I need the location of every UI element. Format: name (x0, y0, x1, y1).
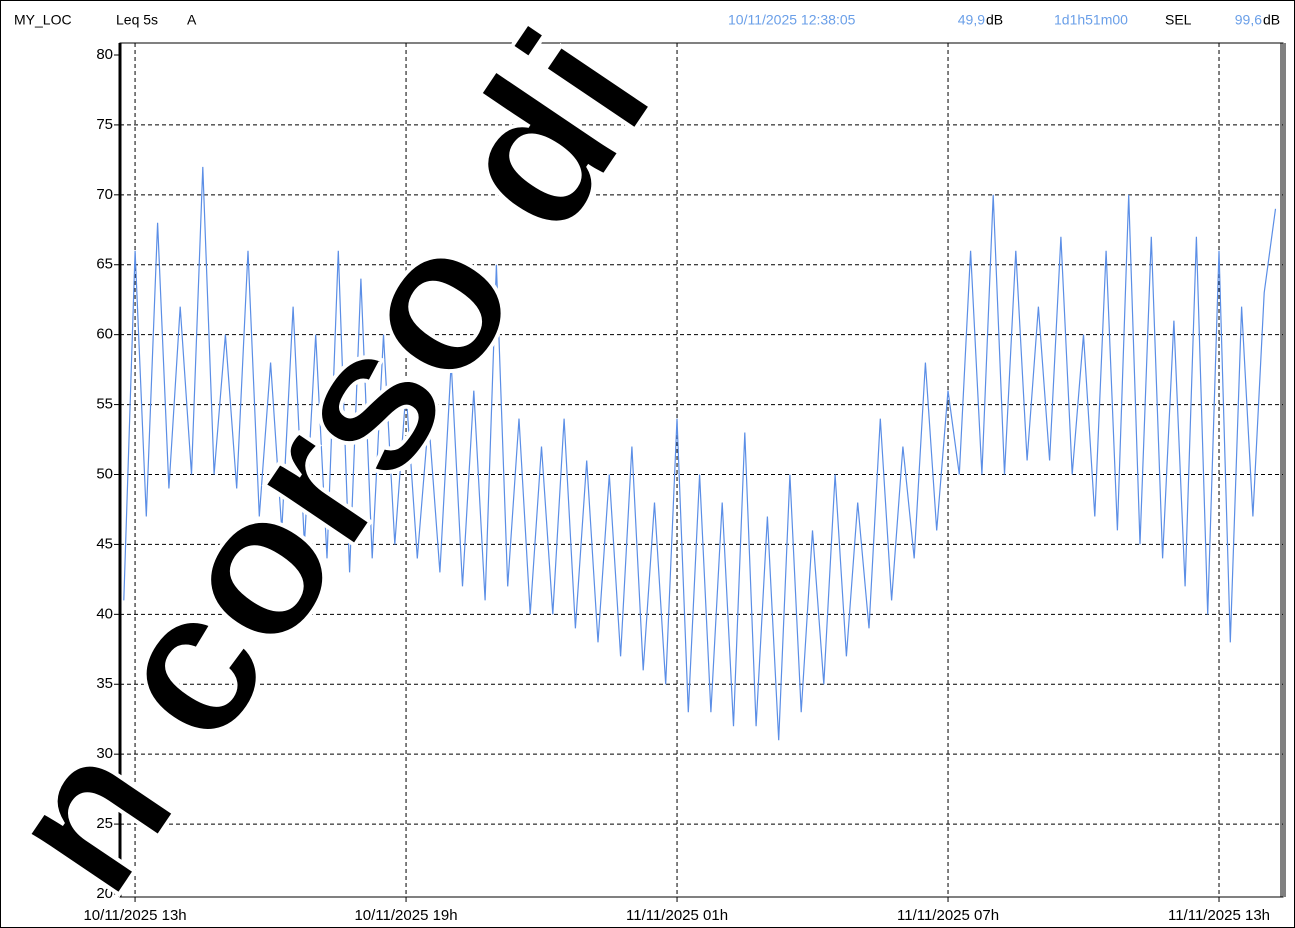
y-tick-label: 30 (96, 745, 113, 762)
series-line (123, 166, 1277, 741)
cursor-time: 10/11/2025 12:38:05 (728, 12, 856, 28)
y-tick-label: 50 (96, 465, 113, 482)
weighting: A (187, 12, 197, 28)
y-tick-label: 65 (96, 256, 113, 273)
sel-unit: dB (1263, 12, 1280, 28)
labels: 20 25 30 35 40 45 50 55 60 65 70 75 80 10/11/2025 13h… (83, 46, 1270, 924)
x-tick-label: 10/11/2025 19h (354, 907, 457, 924)
grid (120, 43, 1283, 897)
y-tick-label: 80 (96, 46, 113, 63)
x-tick-label: 11/11/2025 07h (897, 907, 999, 924)
y-tick-label: 55 (96, 396, 113, 413)
y-tick-label: 40 (96, 605, 113, 622)
x-tick-label: 11/11/2025 01h (626, 907, 728, 924)
series-layer (123, 166, 1277, 741)
sel-label: SEL (1165, 12, 1192, 28)
y-tick-label: 35 (96, 675, 113, 692)
y-tick-label: 60 (96, 326, 113, 343)
y-tick-label: 45 (96, 535, 113, 552)
sel-value: 99,6 (1235, 12, 1262, 28)
y-tick-label: 70 (96, 186, 113, 203)
x-tick-label: 11/11/2025 13h (1168, 907, 1270, 924)
cursor-unit: dB (986, 12, 1003, 28)
cursor-value: 49,9 (958, 12, 985, 28)
y-tick-label: 75 (96, 116, 113, 133)
metric: Leq 5s (116, 12, 158, 28)
y-tick-label: 20 (96, 885, 113, 902)
x-tick-label: 10/11/2025 13h (83, 907, 186, 924)
location: MY_LOC (14, 12, 72, 28)
duration: 1d1h51m00 (1054, 12, 1128, 28)
y-tick-label: 25 (96, 815, 113, 832)
